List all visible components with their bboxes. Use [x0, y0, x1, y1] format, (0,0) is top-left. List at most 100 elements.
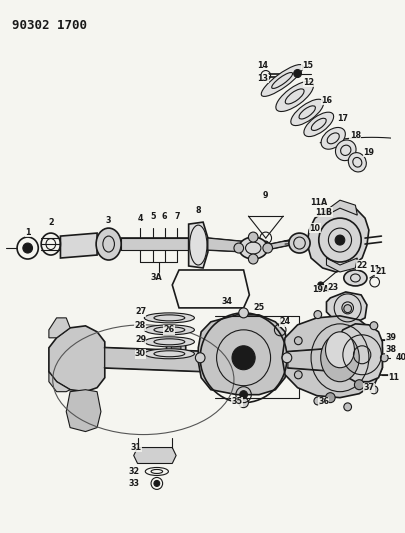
Text: 36: 36 — [318, 397, 329, 406]
Text: 14: 14 — [257, 61, 269, 70]
Circle shape — [240, 391, 247, 399]
Text: 6: 6 — [162, 212, 167, 221]
Ellipse shape — [321, 334, 359, 382]
Ellipse shape — [144, 337, 194, 347]
Circle shape — [344, 305, 352, 313]
Text: 34: 34 — [222, 297, 233, 306]
Text: 32: 32 — [128, 467, 139, 476]
Text: 28: 28 — [135, 321, 146, 330]
Text: 7: 7 — [174, 212, 180, 221]
Polygon shape — [208, 238, 249, 252]
Circle shape — [248, 232, 258, 242]
Polygon shape — [134, 448, 176, 464]
Text: 25: 25 — [254, 303, 264, 312]
Circle shape — [318, 282, 324, 288]
Circle shape — [263, 241, 269, 247]
Circle shape — [154, 480, 160, 487]
Circle shape — [370, 322, 378, 330]
Text: 8: 8 — [196, 206, 201, 215]
Circle shape — [354, 379, 364, 390]
Ellipse shape — [144, 313, 194, 323]
Text: 31: 31 — [130, 443, 141, 452]
Ellipse shape — [96, 228, 121, 260]
Ellipse shape — [304, 112, 334, 136]
Polygon shape — [60, 233, 97, 258]
Text: 11: 11 — [369, 265, 380, 274]
Text: 23: 23 — [328, 284, 339, 293]
Ellipse shape — [144, 325, 194, 335]
Text: 11B: 11B — [315, 208, 332, 216]
Ellipse shape — [144, 349, 194, 359]
Text: 3A: 3A — [151, 273, 163, 282]
Polygon shape — [105, 348, 211, 372]
Ellipse shape — [321, 127, 345, 149]
Polygon shape — [266, 238, 299, 250]
Text: 29: 29 — [135, 335, 146, 344]
Circle shape — [232, 346, 255, 370]
Text: 11: 11 — [388, 373, 399, 382]
Polygon shape — [336, 324, 382, 382]
Circle shape — [263, 243, 273, 253]
Text: 24: 24 — [279, 317, 291, 326]
Circle shape — [239, 308, 248, 318]
Text: 2: 2 — [48, 217, 53, 227]
Text: 19A: 19A — [312, 286, 329, 294]
Text: 38: 38 — [386, 345, 396, 354]
Polygon shape — [307, 205, 369, 272]
Circle shape — [234, 243, 243, 253]
Circle shape — [314, 397, 322, 405]
Ellipse shape — [261, 64, 303, 96]
Ellipse shape — [335, 140, 356, 160]
Text: 11A: 11A — [310, 198, 327, 207]
Text: 40: 40 — [395, 353, 405, 362]
Text: 5: 5 — [150, 212, 156, 221]
Polygon shape — [66, 390, 101, 432]
Ellipse shape — [344, 270, 367, 286]
Circle shape — [314, 311, 322, 319]
Text: 19: 19 — [363, 148, 374, 157]
Text: 10: 10 — [309, 224, 320, 232]
Circle shape — [294, 69, 301, 77]
Circle shape — [294, 371, 302, 379]
Polygon shape — [326, 200, 357, 215]
Polygon shape — [49, 318, 70, 338]
Text: 26: 26 — [164, 325, 175, 334]
Polygon shape — [198, 315, 288, 394]
Text: 17: 17 — [337, 114, 348, 123]
Circle shape — [294, 337, 302, 345]
Polygon shape — [326, 258, 357, 272]
Circle shape — [326, 393, 335, 402]
Text: 27: 27 — [135, 308, 146, 317]
Text: 13: 13 — [257, 74, 269, 83]
Circle shape — [248, 254, 258, 264]
Ellipse shape — [289, 233, 310, 253]
Ellipse shape — [276, 82, 313, 111]
Text: 16: 16 — [321, 96, 332, 105]
Text: 12: 12 — [304, 78, 315, 87]
Text: 30: 30 — [135, 349, 146, 358]
Text: 15: 15 — [302, 61, 313, 70]
Polygon shape — [326, 292, 367, 325]
Text: 90302 1700: 90302 1700 — [12, 19, 87, 31]
Text: 35: 35 — [231, 397, 242, 406]
Text: 9: 9 — [263, 191, 269, 200]
Polygon shape — [288, 348, 343, 372]
Text: 39: 39 — [386, 333, 396, 342]
Polygon shape — [49, 372, 70, 392]
Circle shape — [239, 398, 248, 408]
Polygon shape — [282, 316, 382, 398]
Polygon shape — [121, 238, 198, 250]
Circle shape — [282, 353, 292, 363]
Circle shape — [166, 338, 186, 358]
Circle shape — [380, 354, 388, 362]
Ellipse shape — [239, 237, 268, 259]
Circle shape — [195, 353, 205, 363]
Text: 21: 21 — [376, 268, 387, 277]
Circle shape — [335, 235, 345, 245]
Ellipse shape — [348, 152, 367, 172]
Text: 22: 22 — [356, 261, 368, 270]
Circle shape — [370, 386, 378, 394]
Polygon shape — [189, 222, 208, 268]
Text: 1: 1 — [25, 228, 30, 237]
Circle shape — [344, 403, 352, 411]
